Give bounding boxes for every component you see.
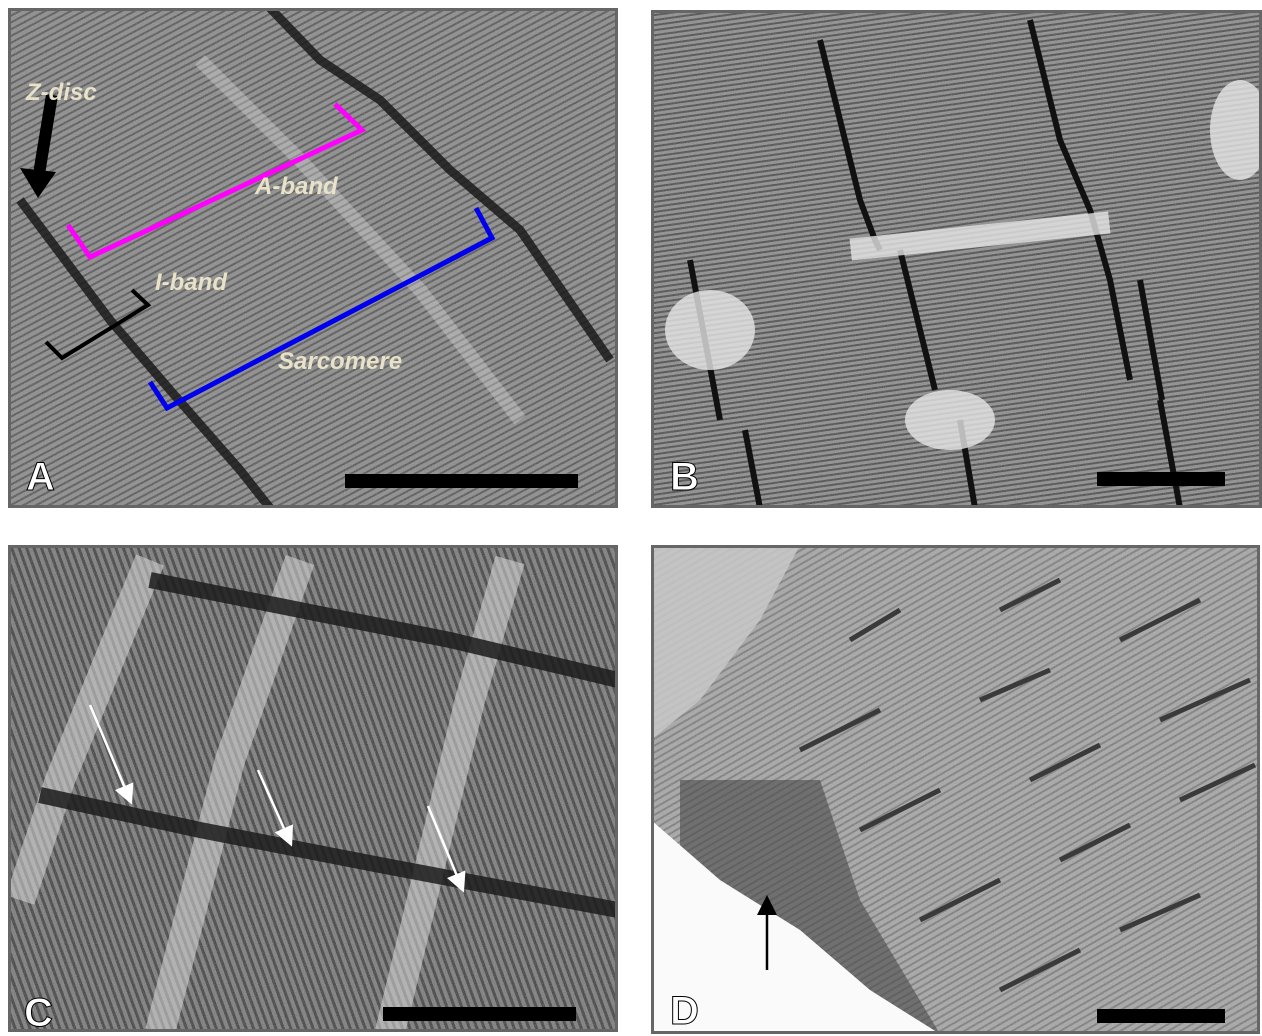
panel-label: D <box>670 989 699 1033</box>
annotation: Sarcomere <box>278 348 402 375</box>
panel-d: D <box>651 545 1260 1034</box>
scale-bar <box>383 1007 576 1021</box>
panel-label: C <box>24 991 53 1035</box>
annotation: I-band <box>155 269 228 296</box>
annotation: A-band <box>254 173 339 200</box>
annotation: Z-disc <box>25 79 97 106</box>
scale-bar <box>345 474 578 488</box>
scale-bar <box>1097 1009 1225 1023</box>
panel-c: C <box>8 545 618 1035</box>
figure: Z-disc A-band I-band Sarcomere A B <box>0 0 1262 1036</box>
panel-b: B <box>651 10 1262 508</box>
panel-a: Z-disc A-band I-band Sarcomere A <box>8 8 618 508</box>
panel-label: B <box>670 455 699 499</box>
panel-label: A <box>26 455 55 499</box>
scale-bar <box>1097 472 1225 486</box>
